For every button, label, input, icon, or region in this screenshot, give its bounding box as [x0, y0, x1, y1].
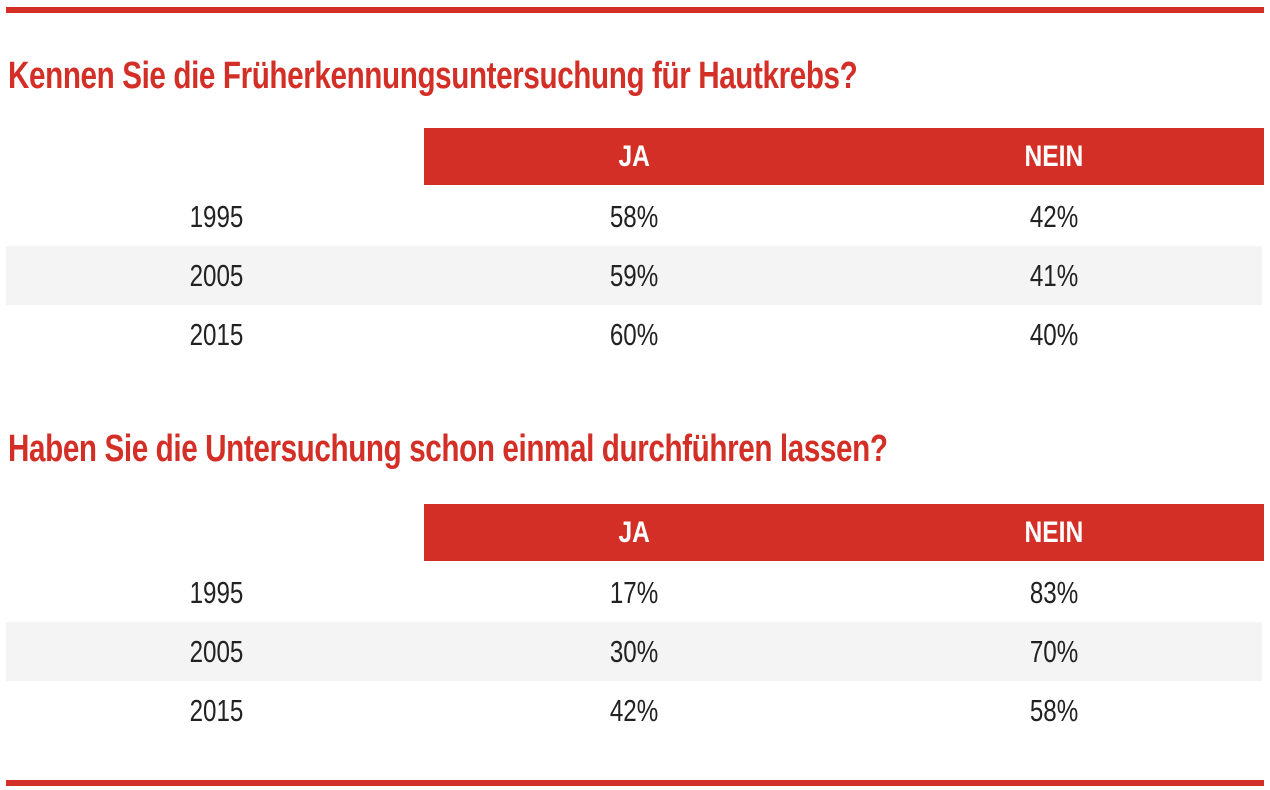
table-1-header-nein: NEIN — [1024, 140, 1084, 173]
table-row: 2015 60% 40% — [6, 305, 1262, 364]
nein-value: 58% — [1029, 693, 1079, 728]
ja-value: 42% — [609, 693, 659, 728]
ja-value: 58% — [609, 199, 659, 234]
ja-value: 60% — [609, 317, 659, 352]
table-2-header-nein: NEIN — [1024, 516, 1084, 549]
ja-value: 59% — [609, 258, 659, 293]
bottom-rule — [6, 780, 1264, 786]
table-row: 2005 59% 41% — [6, 246, 1262, 305]
nein-value: 41% — [1029, 258, 1079, 293]
nein-value: 83% — [1029, 575, 1079, 610]
table-row: 2015 42% 58% — [6, 681, 1262, 740]
ja-value: 17% — [609, 575, 659, 610]
table-1-header: JA NEIN — [424, 128, 1264, 185]
table-row: 1995 58% 42% — [6, 187, 1262, 246]
row-label: 1995 — [189, 575, 243, 610]
table-2-header: JA NEIN — [424, 504, 1264, 561]
top-rule — [6, 7, 1264, 13]
row-label: 2005 — [189, 258, 243, 293]
table-1-title: Kennen Sie die Früherkennungsuntersuchun… — [8, 55, 858, 97]
row-label: 1995 — [189, 199, 243, 234]
table-2-title: Haben Sie die Untersuchung schon einmal … — [8, 428, 888, 470]
nein-value: 40% — [1029, 317, 1079, 352]
ja-value: 30% — [609, 634, 659, 669]
nein-value: 42% — [1029, 199, 1079, 234]
table-1-header-ja: JA — [618, 140, 650, 173]
table-row: 2005 30% 70% — [6, 622, 1262, 681]
row-label: 2005 — [189, 634, 243, 669]
row-label: 2015 — [189, 693, 243, 728]
row-label: 2015 — [189, 317, 243, 352]
table-row: 1995 17% 83% — [6, 563, 1262, 622]
nein-value: 70% — [1029, 634, 1079, 669]
table-2-header-ja: JA — [618, 516, 650, 549]
